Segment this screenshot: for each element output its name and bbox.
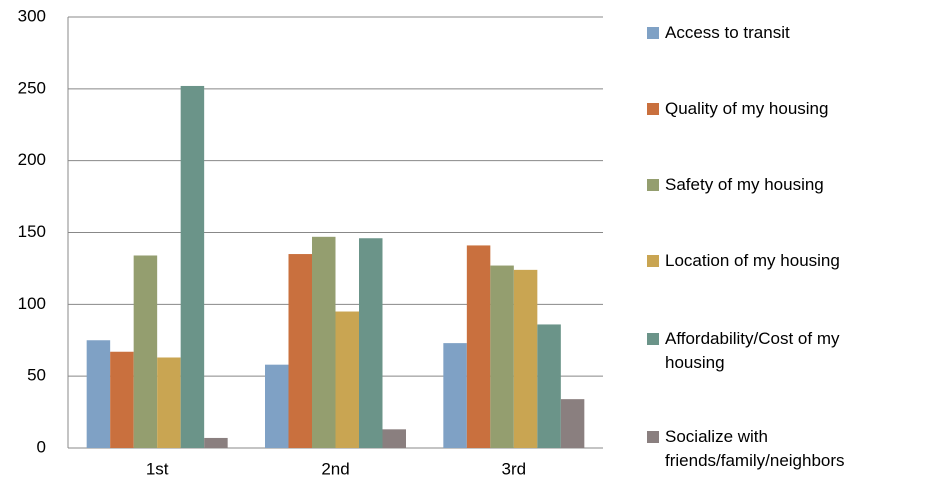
bar: [359, 238, 383, 448]
legend-item: Affordability/Cost of my housing: [647, 327, 897, 375]
bar: [110, 351, 134, 448]
legend-swatch: [647, 27, 659, 39]
legend-item: Location of my housing: [647, 249, 897, 273]
bar: [443, 343, 467, 448]
bar: [537, 324, 561, 448]
y-tick-label: 150: [18, 222, 46, 241]
legend-item: Socialize with friends/family/neighbors: [647, 425, 897, 473]
bar: [382, 429, 406, 448]
legend-item: Access to transit: [647, 21, 897, 45]
y-tick-label: 50: [27, 366, 46, 385]
legend-label: Socialize with friends/family/neighbors: [665, 427, 845, 470]
legend-label: Access to transit: [665, 23, 790, 42]
bar: [86, 340, 111, 448]
bar: [180, 85, 205, 449]
legend-item: Quality of my housing: [647, 97, 897, 121]
legend-item: Safety of my housing: [647, 173, 897, 197]
bar: [312, 236, 336, 448]
legend-label: Safety of my housing: [665, 175, 824, 194]
legend-swatch: [647, 255, 659, 267]
bar: [157, 357, 181, 448]
bar: [335, 311, 359, 448]
x-tick-label: 1st: [146, 459, 169, 478]
bar: [466, 245, 491, 448]
legend-swatch: [647, 333, 659, 345]
bar: [288, 254, 312, 448]
y-tick-label: 200: [18, 150, 46, 169]
x-tick-label: 2nd: [321, 459, 349, 478]
bar: [560, 399, 585, 448]
y-tick-label: 250: [18, 78, 46, 97]
legend-swatch: [647, 431, 659, 443]
y-tick-label: 0: [37, 437, 46, 456]
legend-label: Location of my housing: [665, 251, 840, 270]
bar: [204, 437, 228, 448]
y-tick-label: 100: [18, 294, 46, 313]
y-tick-label: 300: [18, 6, 46, 25]
legend-label: Affordability/Cost of my housing: [665, 329, 840, 372]
x-tick-label: 3rd: [502, 459, 527, 478]
bar: [513, 269, 538, 448]
legend-swatch: [647, 103, 659, 115]
bar: [133, 255, 158, 448]
legend-swatch: [647, 179, 659, 191]
bar: [265, 364, 289, 448]
bar: [490, 265, 514, 448]
legend-label: Quality of my housing: [665, 99, 829, 118]
